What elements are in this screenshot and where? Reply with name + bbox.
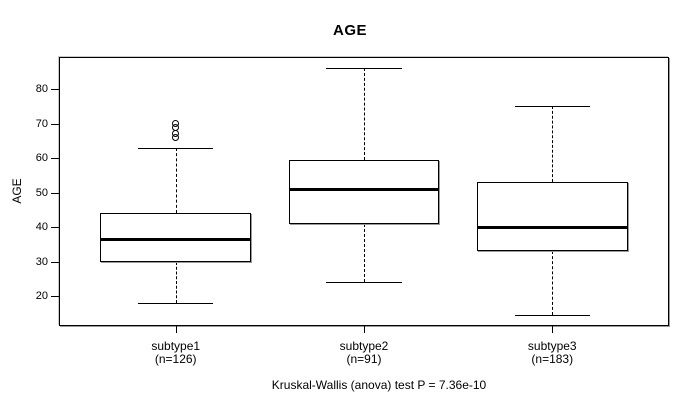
y-tick-label: 30	[35, 255, 48, 268]
chart-title: AGE	[332, 22, 367, 39]
group-name: subtype1	[151, 339, 201, 353]
group-count: (n=126)	[154, 352, 197, 366]
iqr-box	[100, 213, 252, 262]
group-label: subtype2 (n=91)	[294, 340, 434, 366]
lower-whisker	[175, 261, 177, 303]
iqr-box	[288, 159, 440, 224]
y-tick-label: 20	[35, 289, 48, 302]
x-tick	[552, 326, 554, 333]
y-tick-label: 80	[35, 83, 48, 96]
y-tick-label: 40	[35, 221, 48, 234]
y-tick-label: 50	[35, 186, 48, 199]
outlier-point	[172, 130, 180, 138]
x-tick	[175, 326, 177, 333]
y-tick	[51, 89, 59, 91]
upper-whisker-cap	[326, 68, 402, 70]
iqr-box	[476, 182, 628, 252]
lower-whisker-cap	[138, 302, 214, 304]
group-label: subtype3 (n=183)	[482, 340, 622, 366]
upper-whisker-cap	[138, 147, 214, 149]
y-tick	[51, 192, 59, 194]
y-tick	[51, 261, 59, 263]
y-tick	[51, 295, 59, 297]
lower-whisker-cap	[326, 282, 402, 284]
upper-whisker	[552, 106, 554, 183]
median-line	[100, 237, 252, 241]
upper-whisker-cap	[514, 106, 590, 108]
lower-whisker	[552, 251, 554, 315]
median-line	[476, 225, 628, 229]
lower-whisker	[364, 223, 365, 283]
lower-whisker-cap	[514, 314, 590, 316]
y-tick-label: 60	[35, 152, 48, 165]
upper-whisker	[364, 68, 365, 160]
upper-whisker	[175, 147, 177, 214]
stat-test-caption: Kruskal-Wallis (anova) test P = 7.36e-10	[271, 378, 487, 392]
group-name: subtype2	[339, 339, 389, 353]
x-tick	[364, 326, 365, 333]
y-tick	[51, 227, 59, 229]
group-count: (n=183)	[531, 352, 574, 366]
y-tick	[51, 158, 59, 160]
outlier-point	[172, 120, 180, 128]
y-tick	[51, 123, 59, 125]
y-tick-label: 70	[35, 117, 48, 130]
group-count: (n=91)	[346, 352, 382, 366]
group-name: subtype3	[527, 339, 577, 353]
group-label: subtype1 (n=126)	[106, 340, 246, 366]
median-line	[288, 187, 440, 191]
